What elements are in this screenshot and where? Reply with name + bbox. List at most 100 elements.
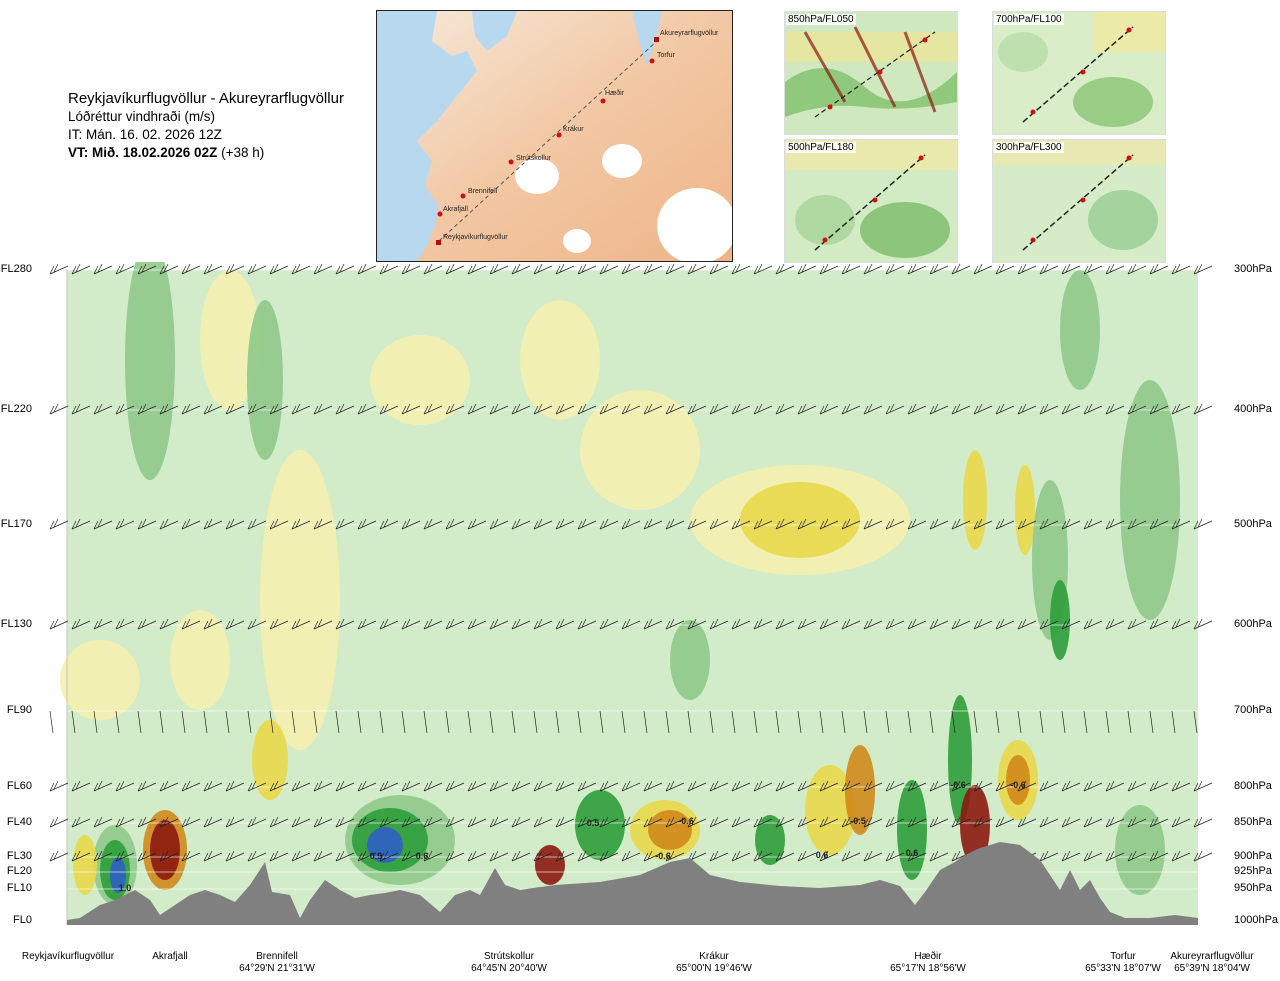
wind-barb — [401, 403, 421, 415]
location-label: Hæðir 65°17'N 18°56'W — [890, 951, 966, 975]
wind-barb — [709, 263, 729, 275]
wind-barb — [1061, 780, 1081, 792]
wind-barb — [225, 710, 230, 734]
wind-barb — [1127, 710, 1132, 734]
wind-barb — [423, 618, 443, 630]
wind-barb — [797, 780, 817, 792]
wind-barb — [1039, 618, 1059, 630]
level-map-700-label: 700hPa/FL100 — [994, 14, 1064, 25]
wind-barb — [71, 263, 91, 275]
wind-barb — [753, 403, 773, 415]
wind-barb — [665, 710, 670, 734]
wind-barb — [511, 816, 531, 828]
wind-barb — [489, 710, 494, 734]
wind-barb — [1193, 850, 1213, 862]
wind-barb — [753, 710, 758, 734]
wind-barb — [181, 618, 201, 630]
wind-barb — [1193, 518, 1213, 530]
wind-barb — [511, 403, 531, 415]
wind-barb — [665, 816, 685, 828]
wind-barb — [1127, 263, 1147, 275]
wind-barb — [907, 816, 927, 828]
wind-barb — [71, 518, 91, 530]
wind-barb — [93, 618, 113, 630]
wind-barb — [1193, 403, 1213, 415]
wind-barb — [489, 263, 509, 275]
wind-barb — [863, 850, 883, 862]
location-label: Krákur 65°00'N 19°46'W — [676, 951, 752, 975]
wind-barb — [357, 780, 377, 792]
wind-barb — [995, 403, 1015, 415]
map-label-brennifell: Brennifell — [468, 188, 498, 195]
flight-level-label: FL60 — [6, 780, 32, 792]
wind-barb — [1171, 403, 1191, 415]
wind-barb — [1171, 518, 1191, 530]
vertical-velocity-field — [60, 262, 1198, 925]
wind-barb — [753, 618, 773, 630]
wind-barb — [379, 816, 399, 828]
wind-barb — [49, 816, 69, 828]
wind-barb — [1193, 263, 1213, 275]
wind-barb — [995, 710, 1000, 734]
wind-barb — [291, 710, 296, 734]
wind-barb — [247, 518, 267, 530]
wind-barb — [929, 618, 949, 630]
wind-barb — [291, 780, 311, 792]
downdraft-contour — [73, 835, 97, 895]
wind-barb — [643, 780, 663, 792]
wind-barb — [885, 518, 905, 530]
wind-barb — [291, 518, 311, 530]
contour-value-label: -0.6 — [1010, 780, 1026, 790]
wind-barb — [555, 850, 575, 862]
wind-barb — [731, 780, 751, 792]
init-time: IT: Mán. 16. 02. 2026 12Z — [68, 127, 222, 142]
wind-barb — [841, 850, 861, 862]
pressure-level-label: 400hPa — [1234, 403, 1272, 415]
wind-barb — [1017, 518, 1037, 530]
wind-barb — [445, 850, 465, 862]
wind-barb — [1149, 816, 1169, 828]
wind-barb — [929, 816, 949, 828]
pressure-level-label: 500hPa — [1234, 518, 1272, 530]
wind-barb — [1039, 518, 1059, 530]
wind-barb — [445, 710, 450, 734]
map-label-haedir: Hæðir — [605, 89, 625, 97]
location-coordinate: 64°45'N 20°40'W — [471, 963, 547, 974]
wind-barb — [49, 710, 54, 734]
flight-level-label: FL40 — [6, 816, 32, 828]
level-map-300-svg — [993, 140, 1165, 262]
wind-barb — [181, 816, 201, 828]
wind-barb — [1105, 850, 1125, 862]
downdraft-contour — [252, 720, 288, 800]
wind-barb — [49, 780, 69, 792]
wind-barb — [555, 710, 560, 734]
downdraft-contour — [200, 270, 260, 410]
wind-barb — [797, 816, 817, 828]
wind-barb — [269, 518, 289, 530]
wind-barb — [137, 403, 157, 415]
wind-barb — [555, 816, 575, 828]
contour-value-label: -0.6 — [950, 780, 966, 790]
wind-barb — [401, 618, 421, 630]
wind-barb — [269, 710, 274, 734]
wind-barb — [819, 263, 839, 275]
wind-barb — [467, 816, 487, 828]
wind-barb — [357, 403, 377, 415]
wind-barb — [1017, 618, 1037, 630]
wind-barb — [819, 780, 839, 792]
wind-barb — [137, 618, 157, 630]
wind-barb — [1105, 710, 1110, 734]
wind-barb — [687, 618, 707, 630]
wind-barb — [489, 850, 509, 862]
wind-barb — [1149, 850, 1169, 862]
wind-barb — [973, 618, 993, 630]
wind-barb — [1083, 263, 1103, 275]
wind-barb — [1149, 263, 1169, 275]
wind-barb — [115, 263, 135, 275]
wind-barb — [401, 263, 421, 275]
wind-barb — [687, 710, 692, 734]
wind-barb — [555, 618, 575, 630]
wind-barb — [1039, 816, 1059, 828]
wind-barb — [357, 710, 362, 734]
wind-barb — [291, 816, 311, 828]
